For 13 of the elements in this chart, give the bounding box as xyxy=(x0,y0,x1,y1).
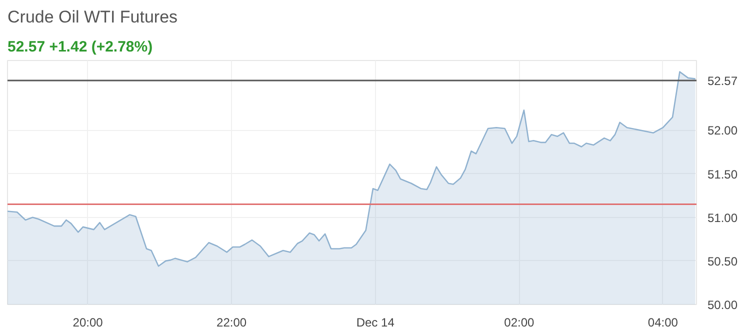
y-tick-label: 52.00 xyxy=(708,124,738,138)
y-tick-label: 51.50 xyxy=(708,167,738,182)
x-tick-label: 22:00 xyxy=(216,316,247,330)
y-tick-label: 51.00 xyxy=(708,210,738,225)
ref-line-label: 52.57 xyxy=(708,74,738,88)
chart-title: Crude Oil WTI Futures xyxy=(8,8,178,26)
chart-subtitle: 52.57 +1.42 (+2.78%) xyxy=(8,38,153,56)
x-tick-label: Dec 14 xyxy=(356,316,395,330)
y-tick-label: 50.00 xyxy=(708,298,738,312)
x-tick-label: 02:00 xyxy=(504,316,534,330)
x-tick-label: 20:00 xyxy=(72,316,104,330)
y-tick-label: 50.50 xyxy=(708,254,738,268)
x-tick-label: 04:00 xyxy=(648,316,678,330)
